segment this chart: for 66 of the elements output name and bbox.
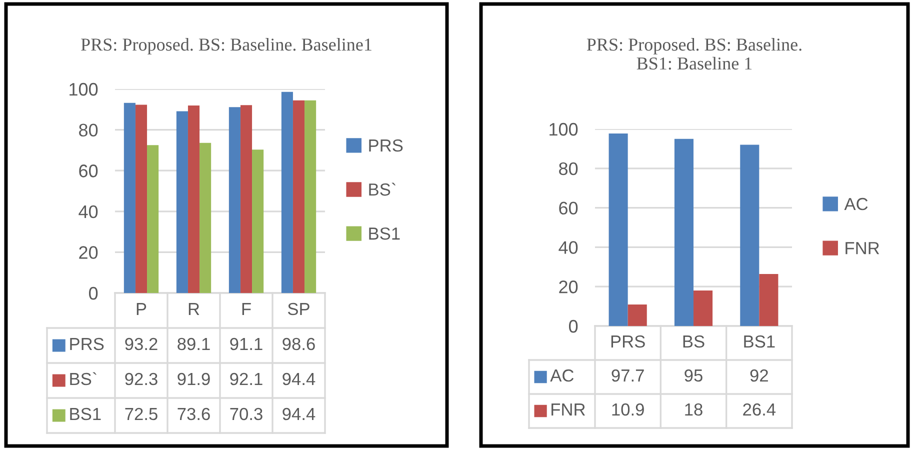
legend-label: BS` [369, 182, 396, 196]
text: BS1 [70, 408, 101, 420]
bar [304, 100, 316, 293]
data-label: 94.4 [282, 372, 316, 386]
bar [608, 134, 628, 326]
data-label: 93.2 [125, 338, 158, 350]
chart-title: PRS: Proposed. BS: Baseline. BS1: Baseline 1 [586, 38, 802, 70]
bar [135, 104, 148, 293]
y-tick-label: 100 [550, 122, 578, 136]
y-tick-label: 0 [89, 286, 98, 300]
text: FNR [552, 404, 585, 416]
x-tick-label: SP [288, 302, 310, 316]
bar [147, 145, 159, 293]
y-tick-label: 40 [78, 205, 98, 218]
bar [759, 274, 778, 326]
y-tick-label: 20 [559, 280, 578, 294]
data-label: 70.3 [230, 408, 262, 420]
bar [228, 107, 240, 293]
data-label: 91.9 [178, 372, 210, 386]
bar [252, 150, 264, 293]
y-tick-label: 20 [79, 246, 98, 259]
y-tick-label: 0 [569, 320, 578, 333]
y-tick-label: 80 [79, 124, 98, 137]
x-tick-label: R [188, 303, 200, 315]
chart-title: PRS: Proposed. BS: Baseline. Baseline1 [81, 38, 372, 54]
data-label: 18 [685, 403, 702, 416]
x-tick-label: BS1 [744, 335, 775, 348]
x-tick-label: P [136, 303, 146, 315]
data-label: 94.4 [282, 408, 316, 420]
bar [240, 105, 252, 293]
data-label: 10.9 [612, 403, 644, 416]
y-tick-label: 60 [559, 202, 578, 215]
bar [292, 100, 305, 293]
text: PRS [369, 139, 403, 152]
y-tick-label: 100 [70, 82, 98, 96]
bar [124, 102, 136, 293]
data-label: 92 [750, 369, 768, 382]
bar [200, 142, 212, 293]
text: BS` [70, 372, 96, 386]
bar [176, 111, 188, 293]
data-label: 92.1 [230, 372, 262, 386]
data-label: 98.6 [282, 338, 315, 350]
data-label: 89.1 [178, 338, 210, 350]
y-tick-label: 60 [79, 164, 98, 178]
bar [674, 138, 694, 326]
bar [188, 106, 200, 293]
data-label: 73.6 [178, 408, 210, 420]
bar [281, 92, 293, 293]
x-tick-label: PRS [611, 335, 645, 348]
bar [740, 144, 760, 326]
data-label: 95 [684, 369, 702, 382]
bar [628, 304, 647, 326]
bar [694, 290, 713, 326]
legend-label: FNR [846, 242, 880, 254]
data-label: 97.7 [612, 369, 644, 382]
legend-label: BS1 [369, 227, 400, 240]
text: AC [844, 198, 868, 210]
data-label: 92.3 [125, 372, 158, 386]
legend-label: AC [550, 369, 574, 382]
x-tick-label: F [242, 303, 251, 315]
y-tick-label: 80 [559, 162, 578, 176]
data-label: 72.5 [125, 408, 158, 420]
x-tick-label: BS [683, 335, 704, 348]
y-tick-label: 40 [558, 241, 578, 254]
data-label: 91.1 [230, 338, 262, 350]
data-label: 26.4 [743, 403, 776, 416]
